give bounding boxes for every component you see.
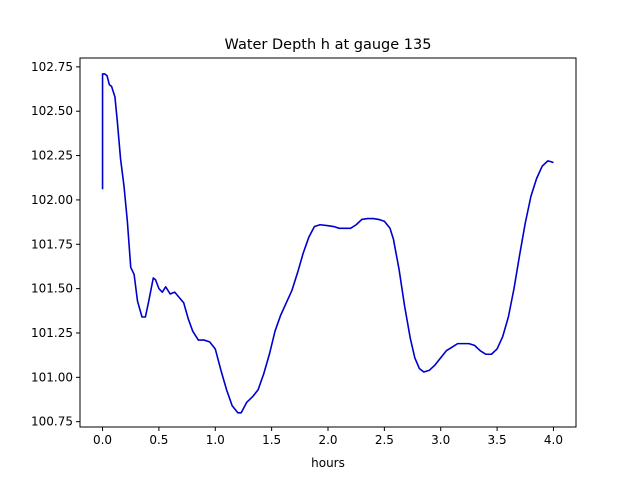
y-tick-label: 102.25: [31, 149, 73, 163]
x-tick-label: 3.0: [431, 433, 450, 447]
x-tick-label: 2.0: [318, 433, 337, 447]
x-tick-label: 2.5: [375, 433, 394, 447]
series-line: [101, 73, 554, 414]
y-tick-label: 102.00: [31, 193, 73, 207]
x-axis-label: hours: [311, 456, 345, 470]
y-tick-label: 101.00: [31, 370, 73, 384]
y-tick-label: 100.75: [31, 415, 73, 429]
x-tick-label: 0.0: [93, 433, 112, 447]
y-tick-label: 101.50: [31, 282, 73, 296]
x-tick-label: 4.0: [544, 433, 563, 447]
y-tick-label: 102.75: [31, 60, 73, 74]
x-axis: 0.0 0.5 1.0 1.5 2.0 2.5 3.0 3.5 4.0: [93, 427, 563, 447]
y-axis: 100.75 101.00 101.25 101.50 101.75 102.00 102.…: [31, 60, 80, 429]
x-tick-label: 1.5: [262, 433, 281, 447]
y-tick-label: 101.75: [31, 237, 73, 251]
y-tick-label: 101.25: [31, 326, 73, 340]
x-tick-label: 3.5: [488, 433, 507, 447]
series-layer: [101, 73, 554, 414]
y-tick-label: 102.50: [31, 104, 73, 118]
x-tick-label: 0.5: [149, 433, 168, 447]
x-tick-label: 1.0: [206, 433, 225, 447]
chart-title: Water Depth h at gauge 135: [225, 37, 432, 53]
